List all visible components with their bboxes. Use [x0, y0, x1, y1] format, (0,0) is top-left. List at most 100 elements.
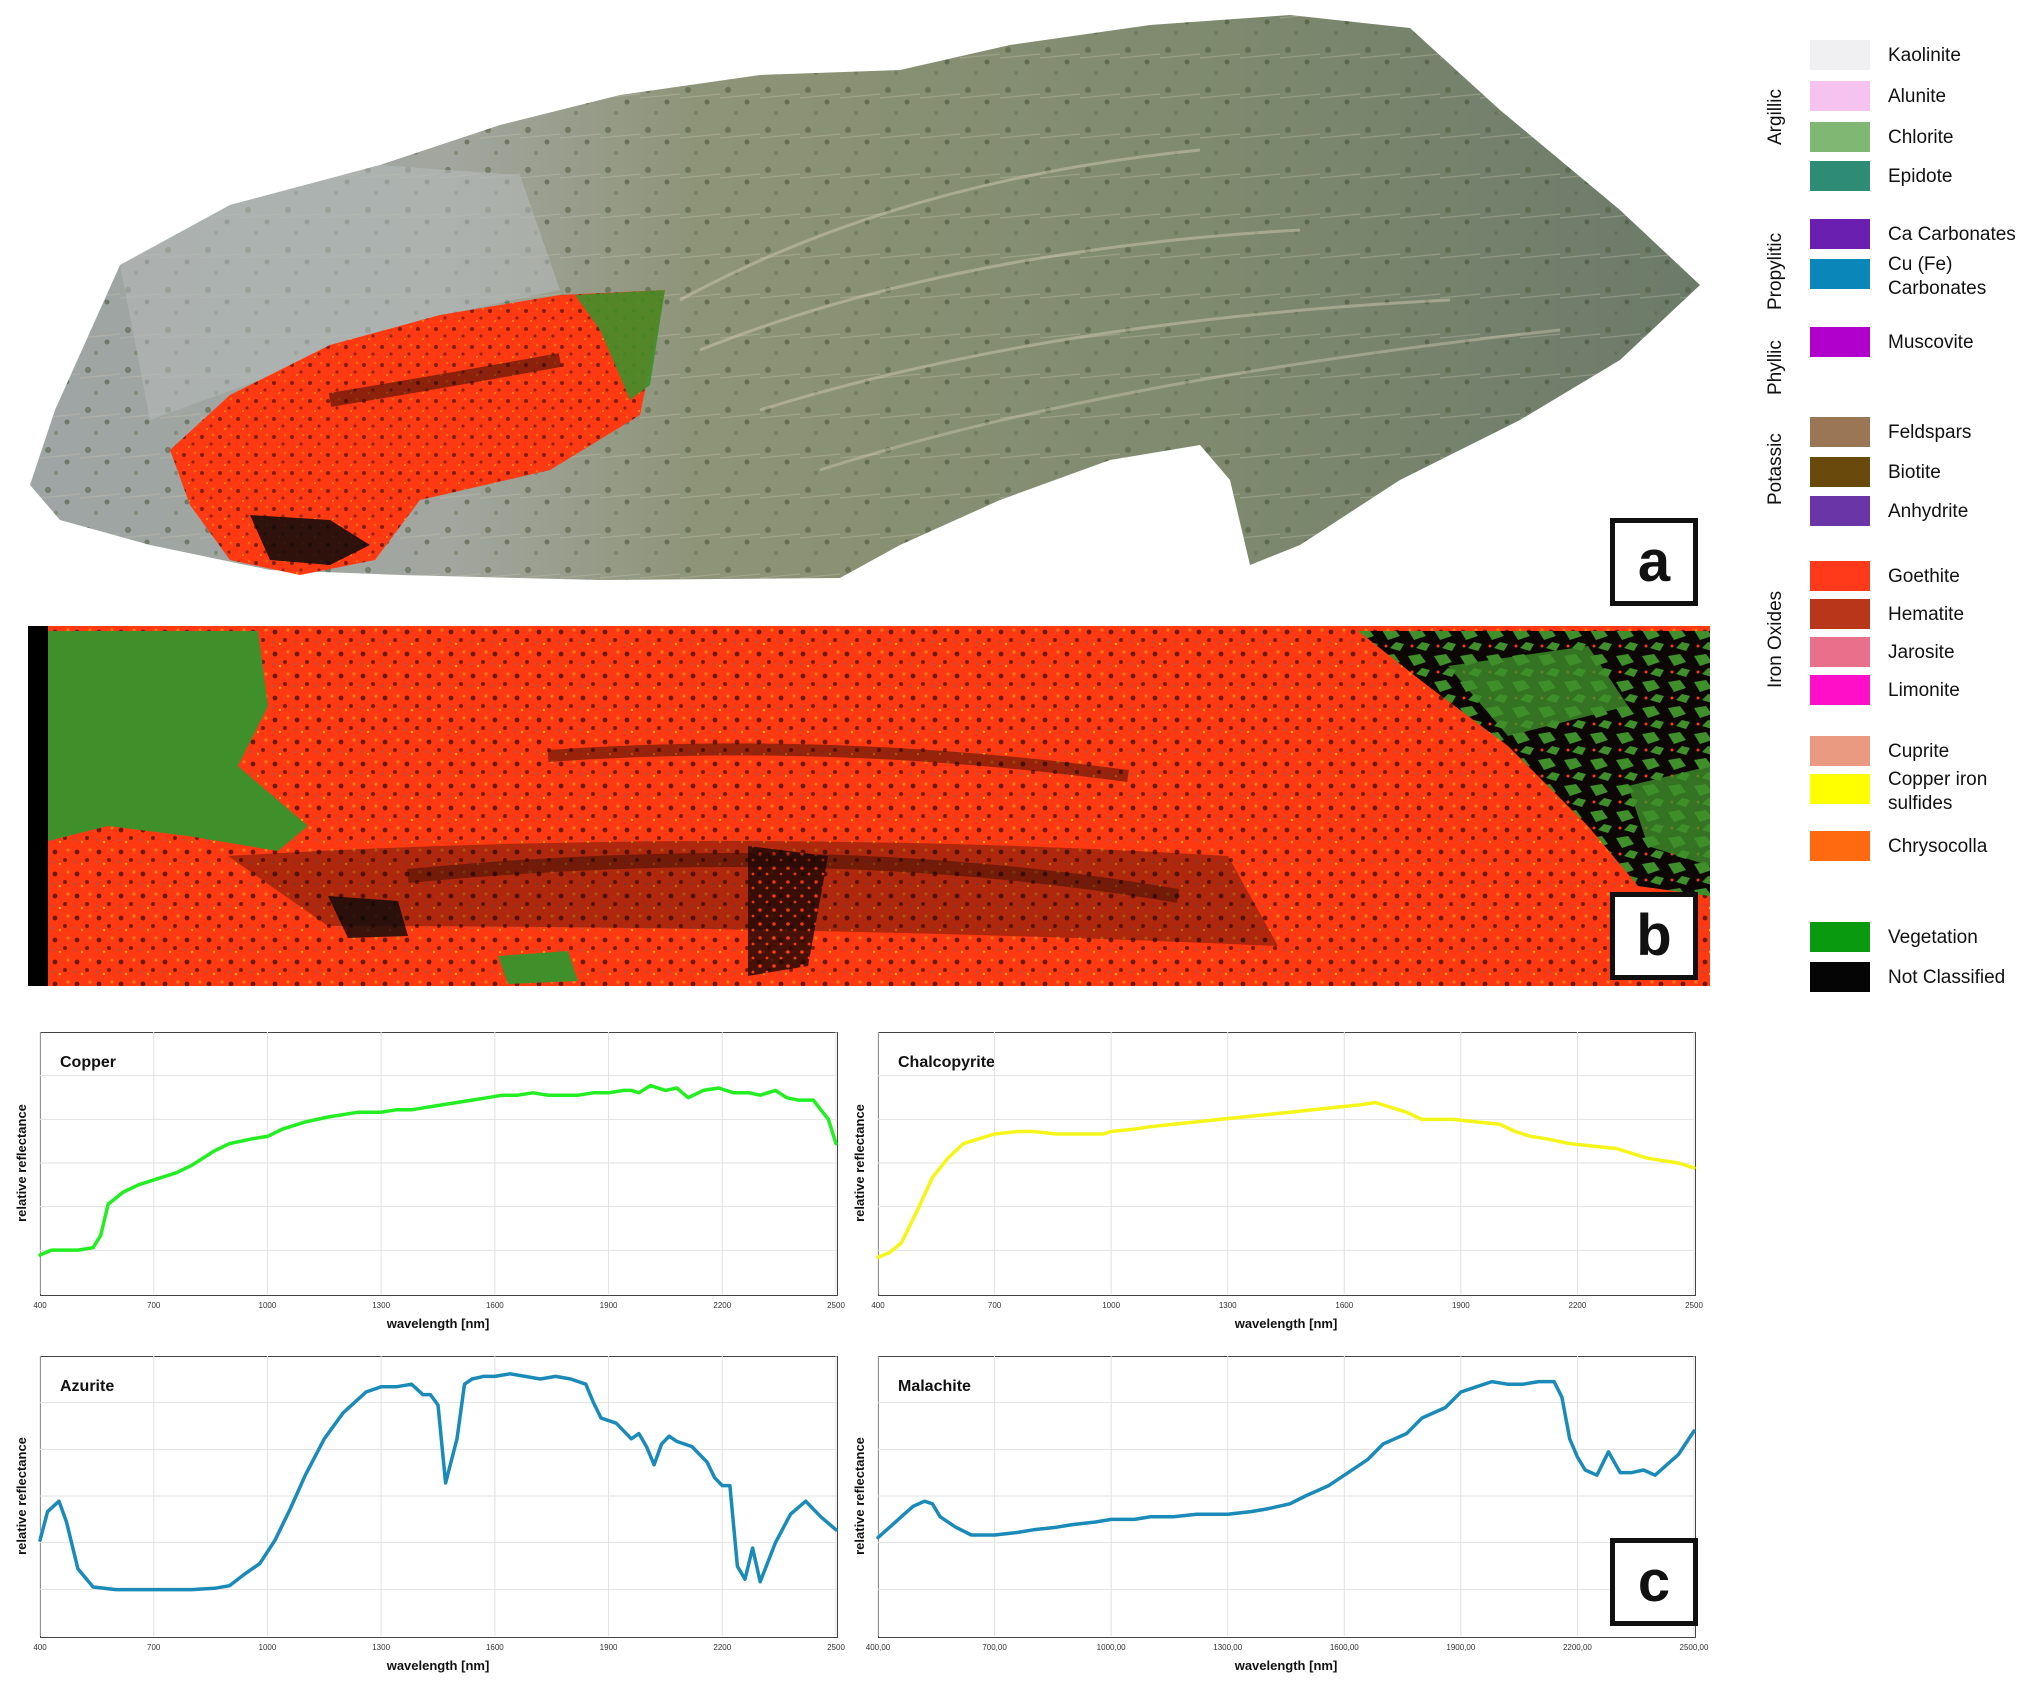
legend-item-label: Anhydrite — [1888, 501, 1969, 522]
legend-item-label: Ca Carbonates — [1888, 224, 2016, 245]
panel-a-orthomosaic — [30, 15, 1700, 580]
legend-swatch — [1810, 561, 1870, 591]
legend-item-label: Chrysocolla — [1888, 836, 1988, 857]
legend-item-label: Jarosite — [1888, 642, 1955, 663]
legend-item-label: Muscovite — [1888, 332, 1974, 353]
x-tick-label: 1600 — [486, 1301, 504, 1310]
legend-item-label: Cuprite — [1888, 741, 1950, 762]
legend-group-label: Iron Oxides — [1765, 590, 1786, 688]
x-axis-label: wavelength [nm] — [1234, 1658, 1338, 1673]
spectrum-line — [876, 1379, 1696, 1540]
chart-svg: 400,00 700,00 1000,00 1300,00 1600,00 1900,00… — [852, 1356, 1709, 1673]
x-tick-label: 700,00 — [982, 1643, 1007, 1652]
x-tick-label: 2200 — [713, 1643, 731, 1652]
legend-swatch — [1810, 327, 1870, 357]
legend-item-label: Chlorite — [1888, 127, 1954, 148]
legend-item-label: Vegetation — [1888, 927, 1978, 948]
panel-label-c: c — [1610, 1538, 1698, 1626]
x-tick-label: 1300,00 — [1213, 1643, 1242, 1652]
y-axis-label: relative reflectance — [14, 1437, 29, 1555]
legend-swatch — [1810, 122, 1870, 152]
x-tick-label: 1900 — [600, 1643, 618, 1652]
legend-item-label: Copper iron sulfides — [1888, 769, 1988, 814]
legend-item-label: Hematite — [1888, 604, 1965, 625]
spectrum-line — [38, 1083, 838, 1257]
x-tick-label: 1900,00 — [1446, 1643, 1475, 1652]
legend-swatch — [1810, 922, 1870, 952]
legend-group-label: Potassic — [1765, 433, 1786, 505]
panel-label-a: a — [1610, 518, 1698, 606]
y-axis-label: relative reflectance — [14, 1104, 29, 1222]
legend-item-label: Limonite — [1888, 680, 1960, 701]
legend-swatch — [1810, 259, 1870, 289]
legend-item-label: Epidote — [1888, 166, 1953, 187]
legend-swatch — [1810, 219, 1870, 249]
x-tick-label: 2500,00 — [1680, 1643, 1709, 1652]
legend-item-label: Cu (Fe) Carbonates — [1888, 254, 1987, 299]
legend-swatch — [1810, 161, 1870, 191]
legend-swatch — [1810, 962, 1870, 992]
legend-group-label: Argillic — [1765, 89, 1786, 145]
y-axis-label: relative reflectance — [852, 1437, 867, 1555]
legend-item-label: Not Classified — [1888, 967, 2006, 988]
spectrum-line — [876, 1100, 1696, 1260]
x-tick-label: 400 — [871, 1301, 885, 1310]
x-axis-label: wavelength [nm] — [1234, 1316, 1338, 1331]
x-tick-label: 1900 — [1452, 1301, 1470, 1310]
chart-title: Malachite — [898, 1378, 971, 1395]
spectrum-line — [38, 1372, 838, 1592]
chart-svg: 400 700 1000 1300 1600 1900 2200 2500 wavelength… — [852, 1032, 1703, 1331]
legend-swatch — [1810, 40, 1870, 70]
x-tick-label: 700 — [147, 1301, 161, 1310]
x-tick-label: 1000 — [1102, 1301, 1120, 1310]
legend-item-label: Feldspars — [1888, 422, 1972, 443]
legend-item-label: Goethite — [1888, 566, 1960, 587]
x-tick-label: 1600,00 — [1330, 1643, 1359, 1652]
chart-svg: 400 700 1000 1300 1600 1900 2200 2500 wavelength… — [14, 1356, 845, 1673]
x-axis-label: wavelength [nm] — [386, 1658, 490, 1673]
x-tick-label: 1300 — [372, 1643, 390, 1652]
x-tick-label: 1300 — [1219, 1301, 1237, 1310]
x-axis-label: wavelength [nm] — [386, 1316, 490, 1331]
legend-swatch — [1810, 496, 1870, 526]
x-tick-label: 1600 — [486, 1643, 504, 1652]
x-tick-label: 2500 — [827, 1643, 845, 1652]
x-tick-label: 2200,00 — [1563, 1643, 1592, 1652]
chart-title: Azurite — [60, 1378, 115, 1395]
x-tick-label: 2500 — [1685, 1301, 1703, 1310]
x-tick-label: 1300 — [372, 1301, 390, 1310]
legend-swatch — [1810, 417, 1870, 447]
x-tick-label: 1600 — [1335, 1301, 1353, 1310]
x-tick-label: 1900 — [600, 1301, 618, 1310]
legend-group-label: Phyllic — [1765, 340, 1786, 395]
legend-swatch — [1810, 457, 1870, 487]
chart-svg: 400 700 1000 1300 1600 1900 2200 2500 wavelength… — [14, 1032, 845, 1331]
x-tick-label: 2200 — [713, 1301, 731, 1310]
legend-item-label: Kaolinite — [1888, 45, 1961, 66]
x-tick-label: 400,00 — [866, 1643, 891, 1652]
panel-label-b: b — [1610, 892, 1698, 980]
x-tick-label: 400 — [33, 1643, 47, 1652]
x-tick-label: 1000 — [259, 1301, 277, 1310]
chart-title: Chalcopyrite — [898, 1054, 995, 1071]
legend-swatch — [1810, 675, 1870, 705]
legend-item-label: Biotite — [1888, 462, 1941, 483]
x-tick-label: 400 — [33, 1301, 47, 1310]
x-tick-label: 2200 — [1569, 1301, 1587, 1310]
legend-swatch — [1810, 637, 1870, 667]
legend-swatch — [1810, 81, 1870, 111]
legend-item-label: Alunite — [1888, 86, 1947, 107]
legend-swatch — [1810, 736, 1870, 766]
legend-group-label: Propylitic — [1765, 232, 1786, 310]
legend-swatch — [1810, 774, 1870, 804]
x-tick-label: 700 — [988, 1301, 1002, 1310]
x-tick-label: 1000 — [259, 1643, 277, 1652]
y-axis-label: relative reflectance — [852, 1104, 867, 1222]
legend-swatch — [1810, 599, 1870, 629]
chart-title: Copper — [60, 1054, 116, 1071]
x-tick-label: 2500 — [827, 1301, 845, 1310]
panel-b-classified-map — [28, 626, 1710, 986]
legend-swatch — [1810, 831, 1870, 861]
x-tick-label: 700 — [147, 1643, 161, 1652]
x-tick-label: 1000,00 — [1097, 1643, 1126, 1652]
